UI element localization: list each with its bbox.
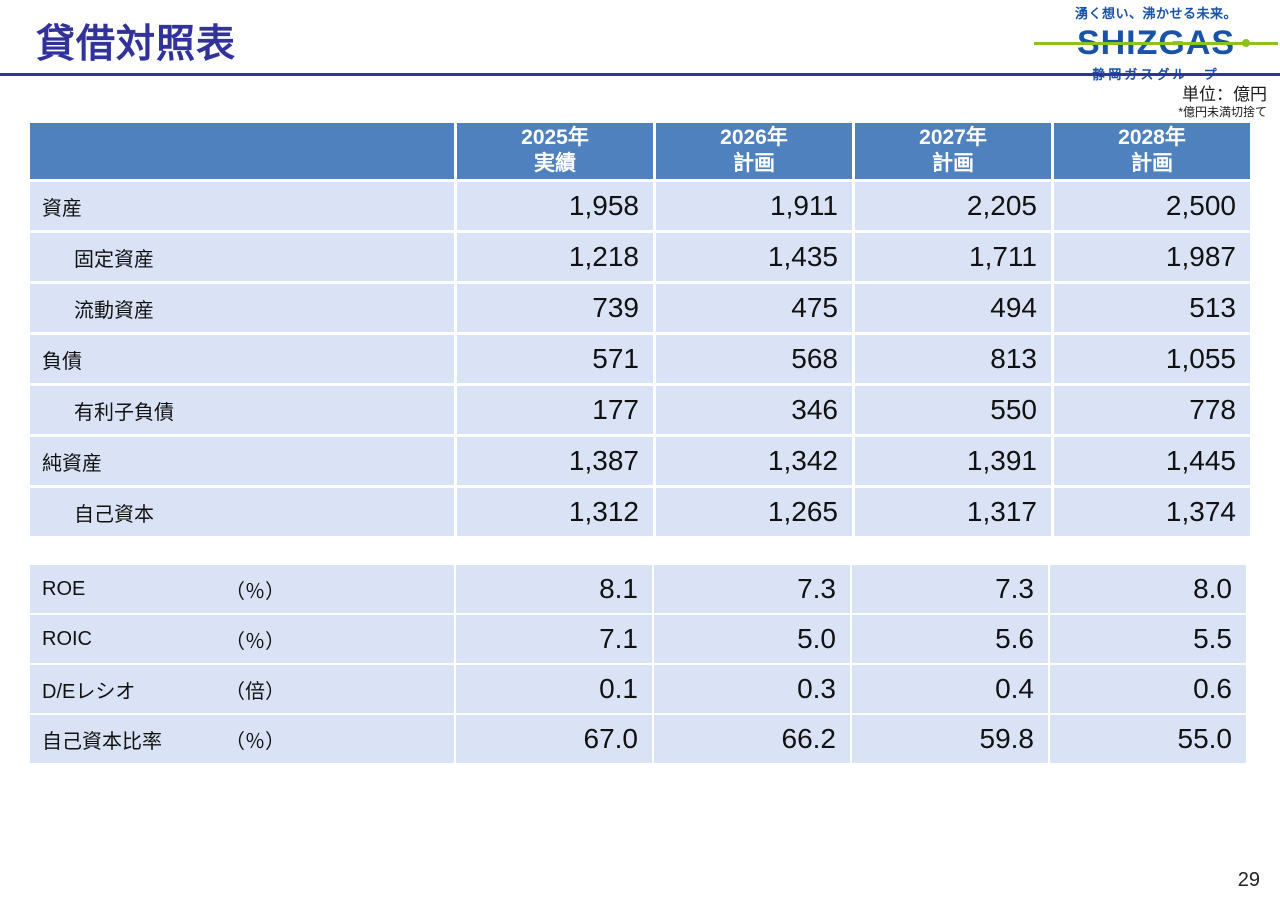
cell-de-ratio-2026: 0.3 — [654, 665, 850, 713]
ratio-label: 自己資本比率 — [42, 730, 162, 753]
row-label-roic: ROIC （％） — [30, 615, 454, 663]
cell-liabilities-2025: 571 — [457, 335, 653, 383]
header-empty-cell — [30, 123, 454, 179]
cell-net-assets-2026: 1,342 — [656, 437, 852, 485]
row-label-roe: ROE （％） — [30, 565, 454, 613]
cell-equity-2026: 1,265 — [656, 488, 852, 536]
header-type: 計画 — [1131, 152, 1173, 175]
ratio-unit: （％） — [225, 630, 285, 653]
logo-green-line — [1034, 42, 1278, 45]
row-label-interest-bearing-debt: 有利子負債 — [30, 386, 454, 434]
row-label-de-ratio: D/Eレシオ （倍） — [30, 665, 454, 713]
header-2026-plan: 2026年 計画 — [656, 123, 852, 179]
cell-roic-2028: 5.5 — [1050, 615, 1246, 663]
cell-roe-2028: 8.0 — [1050, 565, 1246, 613]
header-year: 2028年 — [1118, 126, 1186, 149]
ratio-label: ROE — [42, 577, 86, 600]
row-label-assets: 資産 — [30, 182, 454, 230]
unit-note: 単位：億円 — [1182, 85, 1267, 104]
cell-fixed-assets-2026: 1,435 — [656, 233, 852, 281]
cell-equity-ratio-2025: 67.0 — [456, 715, 652, 763]
cell-equity-2028: 1,374 — [1054, 488, 1250, 536]
row-label-equity-ratio: 自己資本比率 （％） — [30, 715, 454, 763]
title-underline — [0, 73, 1280, 76]
page-title: 貸借対照表 — [36, 23, 237, 66]
cell-interest-bearing-debt-2027: 550 — [855, 386, 1051, 434]
cell-current-assets-2025: 739 — [457, 284, 653, 332]
header-2027-plan: 2027年 計画 — [855, 123, 1051, 179]
row-label-liabilities: 負債 — [30, 335, 454, 383]
ratio-unit: （％） — [225, 730, 285, 753]
cell-liabilities-2028: 1,055 — [1054, 335, 1250, 383]
logo-tagline: 湧く想い、沸かせる未来。 — [1074, 6, 1237, 21]
rounding-note: *億円未満切捨て — [1178, 105, 1267, 119]
cell-de-ratio-2027: 0.4 — [852, 665, 1048, 713]
header-2025-actual: 2025年 実績 — [457, 123, 653, 179]
row-label-current-assets: 流動資産 — [30, 284, 454, 332]
ratio-table: ROE （％） 8.1 7.3 7.3 8.0 ROIC （％） 7.1 5.0… — [30, 565, 1250, 763]
cell-equity-ratio-2027: 59.8 — [852, 715, 1048, 763]
cell-interest-bearing-debt-2028: 778 — [1054, 386, 1250, 434]
cell-roe-2025: 8.1 — [456, 565, 652, 613]
header-type: 実績 — [534, 152, 576, 175]
cell-fixed-assets-2025: 1,218 — [457, 233, 653, 281]
ratio-unit: （倍） — [225, 680, 285, 703]
cell-assets-2025: 1,958 — [457, 182, 653, 230]
cell-assets-2026: 1,911 — [656, 182, 852, 230]
ratio-label: D/Eレシオ — [42, 680, 136, 703]
logo-green-dot — [1242, 39, 1250, 47]
cell-equity-ratio-2028: 55.0 — [1050, 715, 1246, 763]
cell-roic-2027: 5.6 — [852, 615, 1048, 663]
page-number: 29 — [1237, 869, 1260, 891]
cell-net-assets-2028: 1,445 — [1054, 437, 1250, 485]
cell-de-ratio-2025: 0.1 — [456, 665, 652, 713]
cell-net-assets-2025: 1,387 — [457, 437, 653, 485]
cell-liabilities-2027: 813 — [855, 335, 1051, 383]
cell-roe-2026: 7.3 — [654, 565, 850, 613]
header-year: 2025年 — [521, 126, 589, 149]
cell-liabilities-2026: 568 — [656, 335, 852, 383]
cell-roic-2025: 7.1 — [456, 615, 652, 663]
cell-fixed-assets-2028: 1,987 — [1054, 233, 1250, 281]
cell-fixed-assets-2027: 1,711 — [855, 233, 1051, 281]
cell-current-assets-2026: 475 — [656, 284, 852, 332]
row-label-fixed-assets: 固定資産 — [30, 233, 454, 281]
ratio-unit: （％） — [225, 580, 285, 603]
cell-equity-2025: 1,312 — [457, 488, 653, 536]
logo-wordmark-wrap: SHIZGAS — [1034, 23, 1278, 63]
cell-equity-ratio-2026: 66.2 — [654, 715, 850, 763]
header-type: 計画 — [932, 152, 974, 175]
cell-current-assets-2027: 494 — [855, 284, 1051, 332]
cell-roe-2027: 7.3 — [852, 565, 1048, 613]
balance-sheet-table: 2025年 実績 2026年 計画 2027年 計画 2028年 計画 資産 1… — [30, 123, 1250, 536]
row-label-equity: 自己資本 — [30, 488, 454, 536]
cell-net-assets-2027: 1,391 — [855, 437, 1051, 485]
cell-assets-2027: 2,205 — [855, 182, 1051, 230]
ratio-label: ROIC — [42, 627, 92, 650]
header-type: 計画 — [733, 152, 775, 175]
cell-interest-bearing-debt-2026: 346 — [656, 386, 852, 434]
cell-equity-2027: 1,317 — [855, 488, 1051, 536]
shizgas-logo: 湧く想い、沸かせる未来。 SHIZGAS 静岡ガスグループ — [1034, 3, 1278, 83]
cell-roic-2026: 5.0 — [654, 615, 850, 663]
header-year: 2027年 — [919, 126, 987, 149]
cell-assets-2028: 2,500 — [1054, 182, 1250, 230]
cell-interest-bearing-debt-2025: 177 — [457, 386, 653, 434]
row-label-net-assets: 純資産 — [30, 437, 454, 485]
header-2028-plan: 2028年 計画 — [1054, 123, 1250, 179]
header-year: 2026年 — [720, 126, 788, 149]
cell-current-assets-2028: 513 — [1054, 284, 1250, 332]
cell-de-ratio-2028: 0.6 — [1050, 665, 1246, 713]
